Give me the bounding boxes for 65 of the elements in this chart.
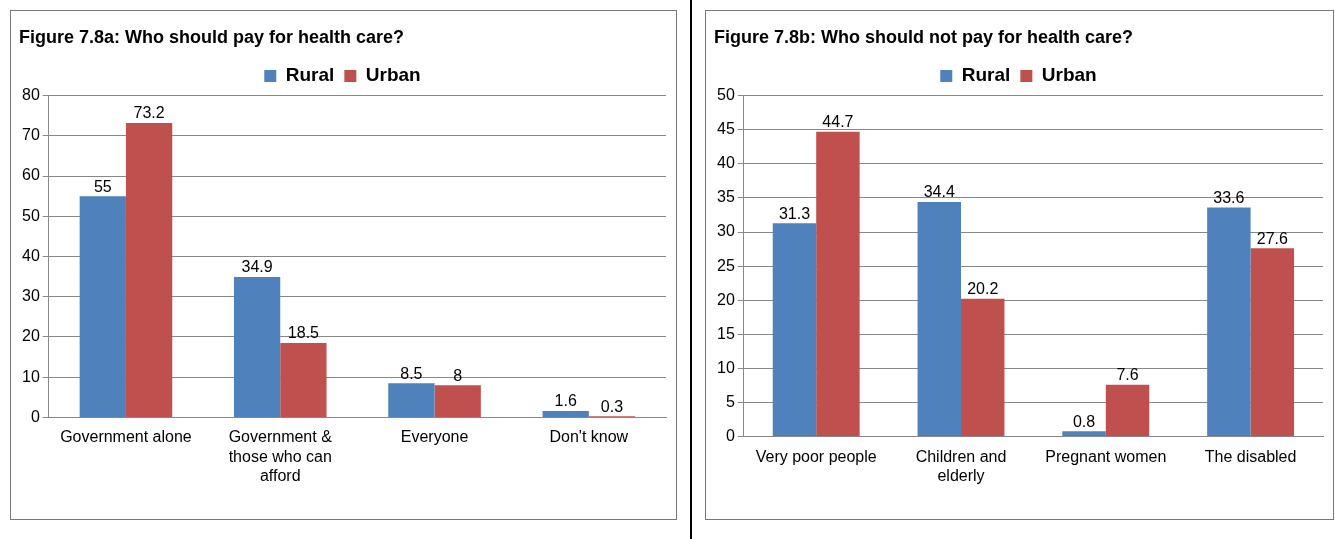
data-label: 55: [93, 177, 112, 195]
data-label: 0.3: [600, 397, 624, 415]
x-tick-label: Don't know: [549, 428, 629, 446]
x-tick-label: Children and elderly: [915, 447, 1007, 484]
y-tick-label: 25: [717, 256, 735, 274]
data-label: 73.2: [133, 104, 165, 122]
data-label: 7.6: [1116, 366, 1139, 384]
y-tick-label: 70: [22, 126, 40, 144]
bar: [816, 131, 860, 437]
data-label: 33.6: [1213, 188, 1245, 206]
legend-label: Rural: [285, 64, 335, 86]
y-tick-label: 45: [717, 120, 735, 138]
bar: [1250, 248, 1295, 437]
data-label: 8.5: [400, 364, 423, 382]
y-tick-label: 20: [717, 290, 735, 308]
data-label: 27.6: [1256, 229, 1288, 247]
y-tick-label: 10: [717, 358, 735, 376]
bar: [542, 410, 589, 417]
bar: [125, 122, 173, 417]
y-tick-label: 5: [725, 392, 735, 410]
x-tick-label: Pregnant women: [1045, 447, 1167, 465]
data-label: 0.8: [1072, 412, 1096, 430]
y-tick-label: 50: [22, 206, 40, 224]
data-label: 20.2: [967, 280, 999, 298]
y-tick-label: 20: [22, 327, 40, 345]
bar: [1105, 384, 1150, 437]
bar: [1207, 207, 1251, 437]
data-label: 8: [453, 366, 463, 384]
legend-label: Urban: [365, 64, 421, 86]
bar: [388, 383, 435, 417]
y-tick-label: 80: [22, 86, 40, 104]
y-tick-label: 35: [717, 188, 735, 206]
y-tick-label: 0: [30, 407, 40, 425]
x-tick-label: Government alone: [60, 428, 192, 446]
y-tick-label: 15: [717, 324, 735, 342]
y-tick-label: 60: [22, 166, 40, 184]
chart-title: Figure 7.8b: Who should not pay for health care?: [714, 26, 1134, 47]
legend-label: Rural: [961, 64, 1011, 86]
bar: [1062, 431, 1106, 437]
bar: [961, 298, 1005, 437]
y-tick-label: 30: [717, 222, 735, 240]
bar: [233, 277, 281, 417]
data-label: 1.6: [554, 392, 577, 410]
data-label: 34.4: [923, 183, 955, 201]
bar: [917, 201, 961, 437]
legend-label: Urban: [1041, 64, 1097, 86]
y-tick-label: 30: [22, 287, 40, 305]
data-label: 31.3: [778, 204, 811, 222]
bar: [280, 342, 327, 417]
chart-title: Figure 7.8a: Who should pay for health care?: [19, 26, 405, 47]
y-tick-label: 50: [717, 86, 735, 104]
data-label: 34.9: [241, 258, 273, 276]
bar: [772, 223, 817, 437]
y-tick-label: 10: [22, 367, 40, 385]
x-tick-label: The disabled: [1204, 447, 1297, 465]
bar: [79, 196, 126, 417]
data-label: 44.7: [822, 113, 854, 131]
y-tick-label: 40: [717, 154, 735, 172]
bar: [434, 385, 481, 417]
y-tick-label: 40: [22, 246, 40, 264]
x-tick-label: Very poor people: [755, 447, 877, 465]
x-tick-label: Government & those who can afford: [228, 428, 333, 484]
data-label: 18.5: [287, 324, 320, 342]
y-tick-label: 0: [725, 427, 735, 445]
x-tick-label: Everyone: [400, 428, 469, 446]
